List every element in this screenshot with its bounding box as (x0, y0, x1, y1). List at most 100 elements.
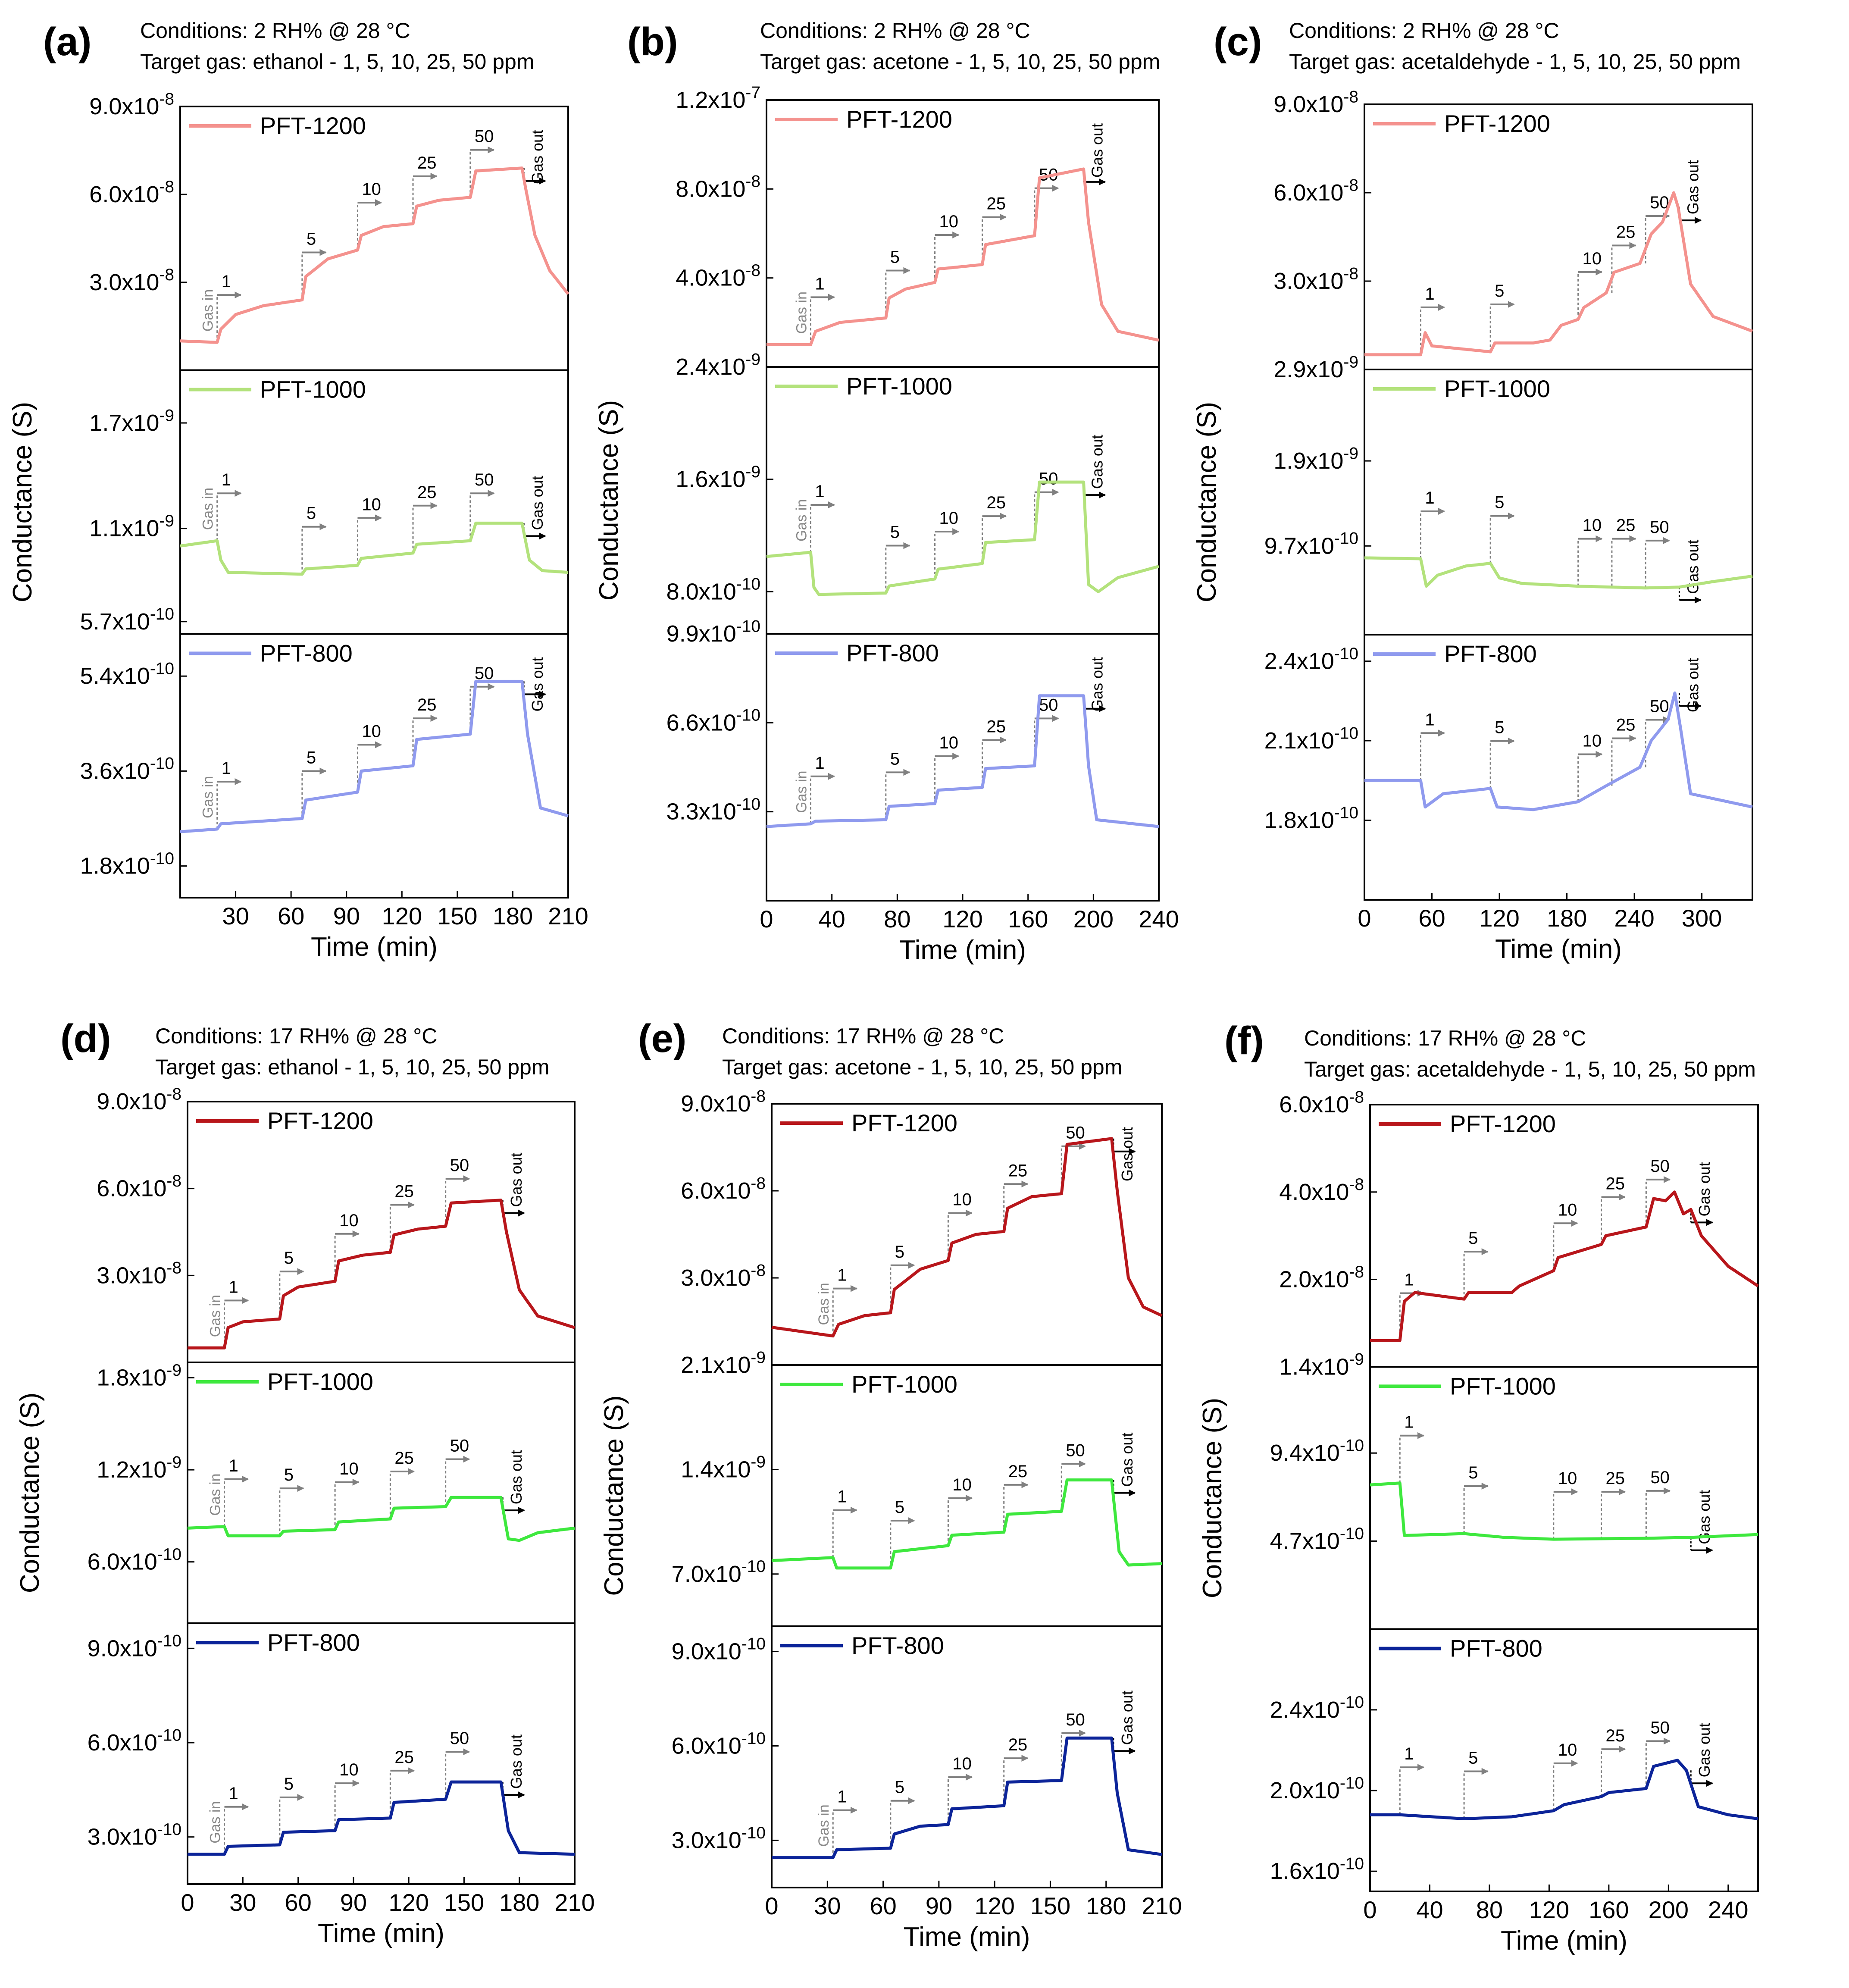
injection-ppm-label: 10 (362, 722, 381, 741)
injection-ppm-label: 10 (339, 1760, 359, 1779)
subplot-frame (1369, 1628, 1759, 1893)
injection-ppm-label: 1 (229, 1456, 238, 1475)
injection-ppm-label: 5 (284, 1465, 294, 1484)
legend-label: PFT-1200 (1444, 110, 1550, 137)
injection-ppm-label: 5 (895, 1778, 904, 1797)
legend-label: PFT-800 (1450, 1635, 1542, 1662)
gas-in-label: Gas in (816, 1283, 832, 1325)
gas-in-label: Gas in (207, 1801, 224, 1843)
series-line-pft-1200 (180, 166, 569, 344)
x-tick-label: 0 (1363, 1896, 1377, 1923)
y-tick-label: 1.2x10-7 (676, 83, 760, 113)
gas-out-label: Gas out (1089, 123, 1106, 178)
y-tick-label: 3.0x10-8 (97, 1259, 181, 1289)
x-tick-label: 240 (1614, 905, 1654, 932)
injection-ppm-label: 10 (1583, 516, 1602, 535)
gas-in-label: Gas in (200, 776, 216, 818)
injection-ppm-label: 1 (837, 1487, 847, 1506)
injection-ppm-label: 5 (1468, 1463, 1478, 1482)
subplot-frame (771, 1364, 1163, 1627)
target-gas-text: Target gas: acetaldehyde - 1, 5, 10, 25,… (1304, 1057, 1756, 1081)
y-tick-label: 8.0x10-8 (676, 172, 760, 202)
panel-b: (b) Conditions: 2 RH% @ 28 °C Target gas: … (594, 19, 1179, 965)
series-line-pft-800 (1370, 1759, 1758, 1820)
target-gas-text: Target gas: acetaldehyde - 1, 5, 10, 25,… (1289, 50, 1741, 74)
injection-ppm-label: 10 (1558, 1200, 1577, 1219)
y-tick-label: 5.4x10-10 (80, 660, 174, 689)
gas-in-label: Gas in (793, 499, 810, 542)
y-tick-label: 9.7x10-10 (1264, 529, 1358, 559)
gas-out-label: Gas out (1118, 1127, 1136, 1181)
x-tick-label: 80 (1476, 1896, 1503, 1923)
y-tick-label: 4.0x10-8 (676, 261, 760, 291)
injection-ppm-label: 1 (1404, 1271, 1414, 1290)
target-gas-text: Target gas: acetone - 1, 5, 10, 25, 50 p… (760, 50, 1160, 74)
injection-ppm-label: 25 (417, 695, 437, 714)
x-tick-label: 160 (1589, 1896, 1629, 1923)
y-tick-label: 6.0x10-8 (681, 1174, 766, 1204)
x-tick-label: 90 (926, 1892, 952, 1919)
gas-in-label: Gas in (793, 771, 810, 813)
x-tick-label: 80 (884, 905, 910, 933)
subplot-frame (1364, 634, 1753, 901)
y-tick-label: 6.0x10-10 (672, 1729, 766, 1759)
subplot-pft-800: 2.4x10-10 2.0x10-10 1.6x10-10 PFT-800 1 5 10 25… (1270, 1628, 1759, 1893)
gas-out-label: Gas out (507, 1450, 525, 1504)
series-line-pft-800 (1364, 691, 1753, 811)
x-tick-label: 0 (765, 1892, 778, 1919)
gas-out-label: Gas out (1118, 1433, 1136, 1487)
y-tick-label: 4.0x10-8 (1279, 1175, 1364, 1205)
y-axis-label: Conductance (S) (599, 1395, 629, 1596)
injection-ppm-label: 25 (987, 493, 1006, 512)
injection-ppm-label: 50 (1650, 1718, 1670, 1737)
injection-ppm-label: 25 (417, 153, 437, 172)
x-tick-label: 210 (554, 1889, 594, 1916)
injection-ppm-label: 50 (450, 1156, 469, 1175)
injection-ppm-label: 1 (815, 482, 824, 501)
series-line-pft-1000 (187, 1496, 575, 1542)
gas-out-label: Gas out (1696, 1162, 1713, 1216)
gas-out-label: Gas out (529, 657, 546, 711)
y-tick-label: 6.0x10-8 (97, 1172, 181, 1202)
y-axis-label: Conductance (S) (1192, 402, 1222, 602)
injection-ppm-label: 25 (417, 483, 437, 502)
y-tick-label: 1.2x10-9 (97, 1453, 181, 1483)
y-tick-label: 2.0x10-10 (1270, 1774, 1364, 1803)
series-line-pft-1200 (188, 1199, 576, 1349)
y-axis-label: Conductance (S) (594, 400, 624, 601)
panel-label: (b) (627, 20, 678, 64)
injection-ppm-label: 10 (339, 1459, 359, 1478)
injection-ppm-label: 5 (307, 504, 316, 523)
x-axis-label: Time (min) (311, 932, 438, 962)
gas-out-label: Gas out (1118, 1691, 1136, 1745)
injection-ppm-label: 25 (987, 717, 1006, 736)
conditions-text: Conditions: 2 RH% @ 28 °C (760, 19, 1030, 43)
injection-ppm-label: 1 (1425, 285, 1434, 304)
injection-ppm-label: 1 (837, 1266, 847, 1285)
panel-label: (d) (60, 1017, 111, 1061)
gas-out-label: Gas out (507, 1152, 525, 1207)
injection-ppm-label: 10 (1558, 1469, 1577, 1488)
x-tick-label: 150 (437, 902, 477, 930)
y-tick-label: 8.0x10-10 (666, 575, 760, 605)
panel-c: (c) Conditions: 2 RH% @ 28 °C Target gas: … (1192, 19, 1753, 964)
injection-ppm-label: 5 (890, 749, 900, 768)
y-tick-label: 1.8x10-10 (80, 849, 174, 879)
gas-in-label: Gas in (200, 289, 216, 332)
y-tick-label: 2.4x10-10 (1270, 1693, 1364, 1723)
injection-ppm-label: 50 (475, 470, 494, 489)
injection-ppm-label: 5 (1468, 1749, 1478, 1768)
injection-ppm-label: 1 (1404, 1413, 1414, 1432)
subplot-pft-1000: 2.4x10-9 1.6x10-9 8.0x10-10 PFT-1000 1 Gas in… (666, 350, 1160, 635)
gas-out-label: Gas out (1696, 1723, 1713, 1777)
y-tick-label: 2.4x10-10 (1264, 645, 1358, 674)
injection-ppm-label: 25 (987, 194, 1006, 213)
injection-ppm-label: 1 (229, 1784, 238, 1803)
legend-label: PFT-800 (846, 639, 939, 667)
y-tick-label: 2.9x10-9 (1273, 353, 1358, 382)
x-tick-label: 30 (229, 1889, 256, 1916)
injection-ppm-label: 5 (284, 1775, 294, 1794)
injection-ppm-label: 5 (1495, 282, 1504, 301)
x-tick-label: 120 (388, 1889, 429, 1916)
y-tick-label: 2.1x10-9 (681, 1348, 766, 1378)
